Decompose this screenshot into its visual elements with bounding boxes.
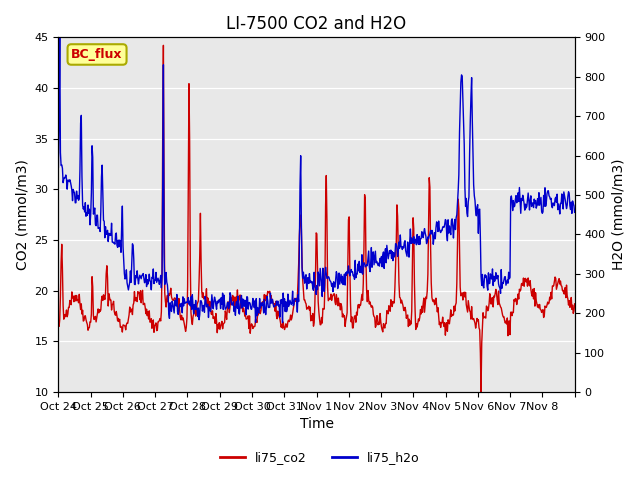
li75_h2o	[211, 294, 218, 300]
X-axis label: Time: Time	[300, 418, 333, 432]
li75_h2o	[256, 296, 264, 301]
li75_h2o	[56, 35, 63, 40]
Line: li75_h2o: li75_h2o	[58, 37, 575, 323]
li75_h2o	[371, 255, 378, 261]
li75_h2o	[400, 245, 408, 251]
li75_co2	[399, 303, 407, 309]
li75_h2o	[278, 320, 286, 325]
li75_co2	[370, 313, 378, 319]
li75_co2	[159, 42, 167, 48]
Y-axis label: H2O (mmol/m3): H2O (mmol/m3)	[611, 159, 625, 270]
li75_co2	[211, 316, 218, 322]
Line: li75_co2: li75_co2	[58, 45, 575, 392]
Legend: li75_co2, li75_h2o: li75_co2, li75_h2o	[215, 446, 425, 469]
Title: LI-7500 CO2 and H2O: LI-7500 CO2 and H2O	[227, 15, 406, 33]
li75_co2	[256, 307, 264, 312]
li75_co2	[115, 319, 123, 324]
li75_h2o	[236, 301, 244, 307]
li75_co2	[571, 301, 579, 307]
li75_h2o	[54, 164, 62, 170]
li75_h2o	[116, 237, 124, 243]
Y-axis label: CO2 (mmol/m3): CO2 (mmol/m3)	[15, 159, 29, 270]
li75_co2	[236, 292, 244, 298]
li75_co2	[477, 389, 485, 395]
li75_h2o	[571, 209, 579, 215]
Text: BC_flux: BC_flux	[71, 48, 123, 61]
li75_co2	[54, 321, 62, 327]
